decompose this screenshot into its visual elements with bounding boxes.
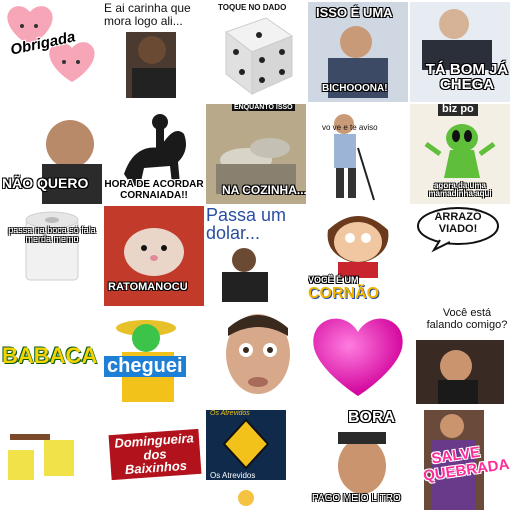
sticker-ta-bom-ja-chega[interactable]: TÁ BOM JÁ CHEGA xyxy=(410,2,510,102)
man-photo xyxy=(222,248,268,302)
hearts-image xyxy=(7,6,95,82)
sticker-domingueira[interactable]: Domingueira dos Baixinhos xyxy=(104,410,204,510)
sticker-caption-bottom: BICHOOONA! xyxy=(322,83,388,94)
man-photo xyxy=(416,340,504,404)
sticker-toque-no-dado[interactable]: TOQUE NO DADO xyxy=(206,2,306,102)
sticker-os-atrevidos[interactable]: Os Atrevidos Os Atrevidos xyxy=(206,410,306,510)
sticker-voce-e-um-cornao[interactable]: VOCÊ É UM CORNÃO xyxy=(308,206,408,306)
sticker-caption: TOQUE NO DADO xyxy=(218,3,287,12)
man-photo xyxy=(338,432,386,494)
sticker-steve-face[interactable] xyxy=(206,308,306,408)
sticker-vo-ve-e-te-aviso[interactable]: vo ve e te aviso xyxy=(308,104,408,204)
sticker-na-cozinha[interactable]: ENQUANTO ISSO NA COZINHA... xyxy=(206,104,306,204)
sticker-caption-top: ISSO É UMA xyxy=(316,5,393,20)
sticker-salve-quebrada[interactable]: SALVE QUEBRADA xyxy=(410,410,510,510)
sticker-caption: TÁ BOM JÁ CHEGA xyxy=(425,61,509,93)
woman-photo xyxy=(424,410,484,510)
dice-image xyxy=(224,17,294,96)
sticker-caption: ARRAZÔ VIADO! xyxy=(434,211,482,235)
kitchen-dishes-image xyxy=(206,104,306,204)
horse-rider-image xyxy=(124,114,186,186)
sticker-arrazo-viado[interactable]: ARRAZÔ VIADO! xyxy=(410,206,510,306)
sticker-obrigada[interactable]: Obrigada xyxy=(2,2,102,102)
man-photo xyxy=(410,2,510,102)
sticker-caption-top: Os Atrevidos xyxy=(210,410,250,417)
toilet-paper-image xyxy=(25,211,79,281)
sticker-caption: Você está falando comigo? xyxy=(426,308,508,331)
sticker-cheguei[interactable]: cheguei xyxy=(104,308,204,408)
sticker-bora-pago-meio-litro[interactable]: BORA PAGO MEIO LITRO xyxy=(308,410,408,510)
sticker-caption: Passa um dolar... xyxy=(206,206,287,243)
heart-icon xyxy=(313,318,403,396)
sticker-caption-bottom: CORNÃO xyxy=(308,285,380,302)
sticker-caption-top: VOCÊ É UM xyxy=(308,275,359,285)
sticker-e-ai-carinha[interactable]: E ai carinha que mora logo ali... xyxy=(104,2,204,102)
man-photo xyxy=(126,32,176,98)
cartoon-boy-image xyxy=(327,216,389,278)
sticker-caption: NÃO QUERO xyxy=(2,175,89,191)
sticker-babaca[interactable]: BABACA xyxy=(2,308,102,408)
sticker-nao-quero[interactable]: NÃO QUERO xyxy=(2,104,102,204)
sticker-caption-top: ENQUANTO ISSO xyxy=(232,104,295,112)
sticker-caption: vo ve e te aviso xyxy=(322,123,378,132)
sticker-caption-bottom: Os Atrevidos xyxy=(210,471,256,480)
sticker-heart[interactable] xyxy=(308,308,408,408)
speech-bubble-image xyxy=(417,207,499,253)
sticker-caption: passa na boca só fala merda memo xyxy=(8,225,96,245)
sticker-passa-um-dolar[interactable]: Passa um dolar... xyxy=(206,206,306,306)
sticker-isso-e-uma[interactable]: ISSO É UMA BICHOOONA! xyxy=(308,2,408,102)
sticker-spongebob[interactable] xyxy=(2,410,102,510)
sticker-caption-top: BORA xyxy=(348,410,396,426)
sticker-caption-bottom: agora da uma mamadinha aqui xyxy=(428,181,492,199)
sticker-ratomanocu[interactable]: RATOMANOCU xyxy=(104,206,204,306)
blind-man-image xyxy=(334,114,375,201)
sticker-caption: HORA DE ACORDAR CORNAIADA!! xyxy=(104,179,204,201)
alien-dance-image xyxy=(410,104,510,204)
sticker-caption: Domingueira dos Baixinhos xyxy=(108,428,202,481)
sticker-caption-bottom: PAGO MEIO LITRO xyxy=(312,493,401,504)
sticker-caption-bottom: NA COZINHA... xyxy=(222,183,306,197)
sticker-caption-top: biz po xyxy=(438,104,478,116)
sticker-hora-de-acordar[interactable]: HORA DE ACORDAR CORNAIADA!! xyxy=(104,104,204,204)
sticker-caption: cheguei xyxy=(104,356,186,377)
sticker-caption: BABACA xyxy=(2,343,98,368)
rat-image xyxy=(104,206,204,306)
atrevidos-logo xyxy=(206,410,286,506)
spongebob-image xyxy=(8,434,74,480)
sticker-passa-na-boca[interactable]: passa na boca só fala merda memo xyxy=(2,206,102,306)
sticker-caption: E ai carinha que mora logo ali... xyxy=(104,2,191,28)
face-photo xyxy=(226,314,290,394)
sticker-biz-po[interactable]: biz po agora da uma mamadinha aqui xyxy=(410,104,510,204)
sticker-voce-esta-falando-comigo[interactable]: Você está falando comigo? xyxy=(410,308,510,408)
man-photo xyxy=(42,120,102,204)
man-photo xyxy=(308,2,408,102)
sticker-caption: RATOMANOCU xyxy=(108,281,188,293)
